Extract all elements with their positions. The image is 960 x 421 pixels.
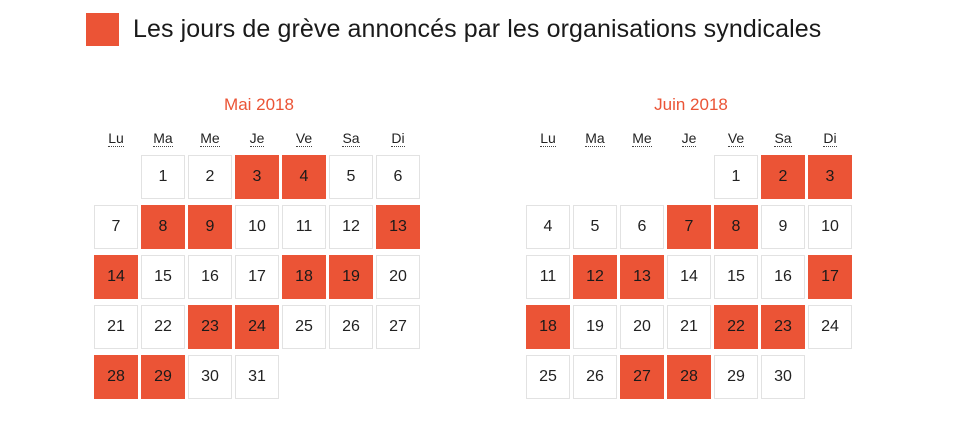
strike-day-cell: 12 xyxy=(573,255,617,299)
strike-day-cell: 3 xyxy=(235,155,279,199)
legend: Les jours de grève annoncés par les orga… xyxy=(86,12,821,46)
day-cell: 27 xyxy=(376,305,420,349)
strike-day-cell: 28 xyxy=(667,355,711,399)
day-cell: 16 xyxy=(761,255,805,299)
day-cell: 17 xyxy=(235,255,279,299)
day-cell: 4 xyxy=(526,205,570,249)
weekday-sa: Sa xyxy=(774,130,792,147)
strike-day-cell: 18 xyxy=(282,255,326,299)
weekday-me: Me xyxy=(632,130,652,147)
strike-day-cell: 13 xyxy=(620,255,664,299)
weekday-ma: Ma xyxy=(153,130,173,147)
day-cell: 26 xyxy=(329,305,373,349)
day-cell: 6 xyxy=(376,155,420,199)
day-cell: 20 xyxy=(620,305,664,349)
weekday-me: Me xyxy=(200,130,220,147)
strike-day-cell: 3 xyxy=(808,155,852,199)
strike-day-cell: 24 xyxy=(235,305,279,349)
weekday-di: Di xyxy=(823,130,837,147)
weekday-sa: Sa xyxy=(342,130,360,147)
weekday-ve: Ve xyxy=(727,130,745,147)
day-cell: 5 xyxy=(329,155,373,199)
day-cell: 30 xyxy=(188,355,232,399)
day-cell: 10 xyxy=(235,205,279,249)
strike-day-cell: 2 xyxy=(761,155,805,199)
empty-cell xyxy=(667,155,711,199)
strike-day-cell: 7 xyxy=(667,205,711,249)
empty-cell xyxy=(573,155,617,199)
weekday-ve: Ve xyxy=(295,130,313,147)
day-cell: 19 xyxy=(573,305,617,349)
legend-label: Les jours de grève annoncés par les orga… xyxy=(133,14,822,43)
strike-day-cell: 14 xyxy=(94,255,138,299)
day-cell: 30 xyxy=(761,355,805,399)
weekday-header: Lu Ma Me Je Ve Sa Di xyxy=(526,130,856,148)
strike-day-cell: 8 xyxy=(141,205,185,249)
day-cell: 16 xyxy=(188,255,232,299)
strike-day-cell: 4 xyxy=(282,155,326,199)
strike-day-cell: 23 xyxy=(188,305,232,349)
day-cell: 7 xyxy=(94,205,138,249)
strike-day-cell: 23 xyxy=(761,305,805,349)
strike-day-cell: 28 xyxy=(94,355,138,399)
weekday-di: Di xyxy=(391,130,405,147)
day-cell: 15 xyxy=(714,255,758,299)
strike-day-cell: 29 xyxy=(141,355,185,399)
weekday-lu: Lu xyxy=(540,130,556,147)
day-cell: 29 xyxy=(714,355,758,399)
strike-day-cell: 17 xyxy=(808,255,852,299)
legend-swatch xyxy=(86,12,119,46)
strike-day-cell: 19 xyxy=(329,255,373,299)
day-cell: 25 xyxy=(282,305,326,349)
strike-day-cell: 8 xyxy=(714,205,758,249)
day-cell: 31 xyxy=(235,355,279,399)
calendar-title: Juin 2018 xyxy=(654,95,728,114)
day-cell: 2 xyxy=(188,155,232,199)
day-cell: 11 xyxy=(526,255,570,299)
strike-day-cell: 22 xyxy=(714,305,758,349)
day-cell: 21 xyxy=(667,305,711,349)
day-cell: 14 xyxy=(667,255,711,299)
calendar-title: Mai 2018 xyxy=(224,95,294,114)
empty-cell xyxy=(620,155,664,199)
strike-day-cell: 13 xyxy=(376,205,420,249)
day-cell: 10 xyxy=(808,205,852,249)
day-cell: 9 xyxy=(761,205,805,249)
day-cell: 5 xyxy=(573,205,617,249)
day-cell: 24 xyxy=(808,305,852,349)
weekday-je: Je xyxy=(249,130,265,147)
empty-cell xyxy=(526,155,570,199)
strike-day-cell: 18 xyxy=(526,305,570,349)
day-cell: 15 xyxy=(141,255,185,299)
day-cell: 20 xyxy=(376,255,420,299)
strike-day-cell: 27 xyxy=(620,355,664,399)
strike-day-cell: 9 xyxy=(188,205,232,249)
day-cell: 1 xyxy=(141,155,185,199)
day-cell: 25 xyxy=(526,355,570,399)
day-cell: 1 xyxy=(714,155,758,199)
day-cell: 22 xyxy=(141,305,185,349)
weekday-lu: Lu xyxy=(108,130,124,147)
empty-cell xyxy=(94,155,138,199)
day-grid: 1 2 3 4 5 6 7 8 9 10 11 12 13 14 15 16 17 18 19 20 21 22 23 24 2… xyxy=(94,155,424,399)
day-cell: 26 xyxy=(573,355,617,399)
weekday-header: Lu Ma Me Je Ve Sa Di xyxy=(94,130,424,148)
weekday-je: Je xyxy=(681,130,697,147)
day-cell: 12 xyxy=(329,205,373,249)
day-cell: 21 xyxy=(94,305,138,349)
day-cell: 6 xyxy=(620,205,664,249)
weekday-ma: Ma xyxy=(585,130,605,147)
day-grid: 1 2 3 4 5 6 7 8 9 10 11 12 13 14 15 16 17 18 19 20 21 22 23 24 2… xyxy=(526,155,856,399)
day-cell: 11 xyxy=(282,205,326,249)
